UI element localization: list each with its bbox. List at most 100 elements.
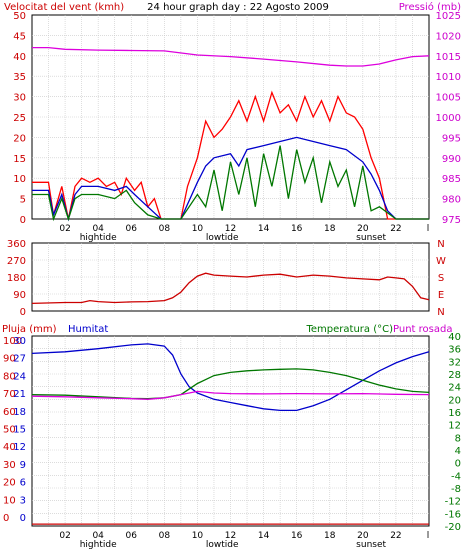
temperature-tick-label: -16: [445, 509, 461, 520]
dewpoint-axis-label: Punt rosada: [393, 324, 452, 335]
hour-tick-label: 10: [192, 531, 204, 541]
compass-direction-label: S: [438, 273, 444, 284]
wind-speed-tick-label: 25: [13, 113, 26, 124]
tick-labels: 0510152025303540455097598098599099510001…: [3, 11, 461, 550]
wind-speed-tick-label: 0: [20, 215, 26, 226]
wind-speed-axis-label: Velocitat del vent (kmh): [4, 2, 124, 13]
hour-tick-label: 22: [390, 224, 401, 234]
humidity-tick-label: 24: [13, 371, 26, 382]
rain-humidity-temp-series-line: [31, 343, 430, 412]
temperature-tick-label: 20: [448, 395, 461, 406]
rain-tick-label: 50: [3, 425, 16, 436]
rain-tick-label: 20: [3, 478, 16, 489]
tide-sunset-label: hightide: [80, 233, 117, 243]
humidity-tick-label: 3: [20, 495, 26, 506]
humidity-tick-label: 18: [13, 407, 26, 418]
wind-speed-tick-label: 45: [13, 31, 26, 42]
hour-tick-label: 10: [192, 224, 204, 234]
temperature-tick-label: 24: [448, 383, 461, 394]
wind-pressure-series-line: [32, 136, 429, 222]
hour-tick-label: 02: [59, 531, 70, 541]
hour-tick-label: 18: [324, 224, 336, 234]
humidity-tick-label: 21: [13, 389, 26, 400]
humidity-tick-label: 27: [13, 354, 26, 365]
temperature-tick-label: -8: [451, 484, 461, 495]
humidity-tick-label: 15: [13, 425, 26, 436]
hour-tick-label: 16: [291, 531, 303, 541]
wind-direction-tick-label: 90: [13, 290, 26, 301]
wind-direction-tick-label: 360: [7, 239, 26, 250]
hour-tick-label: 22: [390, 531, 401, 541]
wind-direction-tick-label: 0: [20, 307, 26, 318]
wind-direction-tick-label: 270: [7, 256, 26, 267]
pressure-tick-label: 995: [442, 133, 461, 144]
hour-end-marker: l: [427, 224, 430, 234]
hour-tick-label: 16: [291, 224, 303, 234]
compass-direction-label: N: [437, 307, 444, 318]
temperature-tick-label: 4: [455, 446, 461, 457]
tide-sunset-label: sunset: [356, 540, 386, 550]
hour-tick-label: 08: [159, 531, 171, 541]
rain-tick-label: 40: [3, 442, 16, 453]
pressure-tick-label: 1000: [436, 113, 461, 124]
temperature-tick-label: 32: [448, 357, 461, 368]
tide-sunset-label: lowtide: [206, 540, 239, 550]
tide-sunset-label: hightide: [80, 540, 117, 550]
wind-speed-tick-label: 5: [20, 195, 26, 206]
pressure-tick-label: 1015: [436, 52, 461, 63]
pressure-tick-label: 980: [442, 195, 461, 206]
humidity-tick-label: 9: [20, 460, 26, 471]
rain-tick-label: 60: [3, 407, 16, 418]
wind-speed-tick-label: 30: [13, 93, 26, 104]
rain-tick-label: 0: [3, 513, 9, 524]
humidity-tick-label: 12: [13, 442, 26, 453]
compass-direction-label: W: [436, 256, 446, 267]
hour-tick-label: 12: [225, 224, 236, 234]
pressure-tick-label: 1010: [436, 72, 461, 83]
temperature-tick-label: 40: [448, 332, 461, 343]
humidity-tick-label: 30: [13, 336, 26, 347]
hour-tick-label: 04: [92, 224, 104, 234]
hour-tick-label: 04: [92, 531, 104, 541]
temperature-tick-label: 12: [448, 421, 461, 432]
hour-tick-label: 14: [258, 531, 270, 541]
humidity-tick-label: 0: [20, 513, 26, 524]
rain-humidity-temp-series-line: [31, 390, 430, 400]
pressure-tick-label: 990: [442, 154, 461, 165]
hour-tick-label: 08: [159, 224, 171, 234]
hour-tick-label: 18: [324, 531, 336, 541]
hour-tick-label: 02: [59, 224, 70, 234]
pressure-tick-label: 1020: [436, 31, 461, 42]
chart-title: 24 hour graph day : 22 Agosto 2009: [147, 2, 329, 13]
compass-direction-label: E: [438, 290, 444, 301]
rain-tick-label: 10: [3, 495, 16, 506]
pressure-tick-label: 985: [442, 174, 461, 185]
wind-speed-tick-label: 20: [13, 133, 26, 144]
temperature-tick-label: 28: [448, 370, 461, 381]
humidity-tick-label: 6: [20, 478, 26, 489]
temperature-tick-label: 16: [448, 408, 461, 419]
wind-direction-tick-label: 180: [7, 273, 26, 284]
wind-direction-series-line: [31, 272, 430, 305]
grid-lines: [32, 15, 429, 526]
pressure-tick-label: 1025: [436, 11, 461, 22]
rain-tick-label: 70: [3, 389, 16, 400]
wind-speed-tick-label: 40: [13, 52, 26, 63]
rain-tick-label: 30: [3, 460, 16, 471]
hour-tick-label: 06: [126, 224, 138, 234]
wind-pressure-series-line: [32, 145, 429, 222]
wind-speed-tick-label: 50: [13, 11, 26, 22]
temperature-tick-label: 0: [455, 459, 461, 470]
temperature-tick-label: 36: [448, 345, 461, 356]
wind-speed-tick-label: 35: [13, 72, 26, 83]
wind-pressure-series-line: [32, 46, 430, 67]
pressure-tick-label: 975: [442, 215, 461, 226]
temperature-tick-label: -4: [451, 471, 461, 482]
hour-tick-label: 20: [357, 224, 369, 234]
tide-sunset-label: lowtide: [206, 233, 239, 243]
temperature-tick-label: 8: [455, 433, 461, 444]
hour-tick-label: 20: [357, 531, 369, 541]
hour-tick-label: 12: [225, 531, 236, 541]
